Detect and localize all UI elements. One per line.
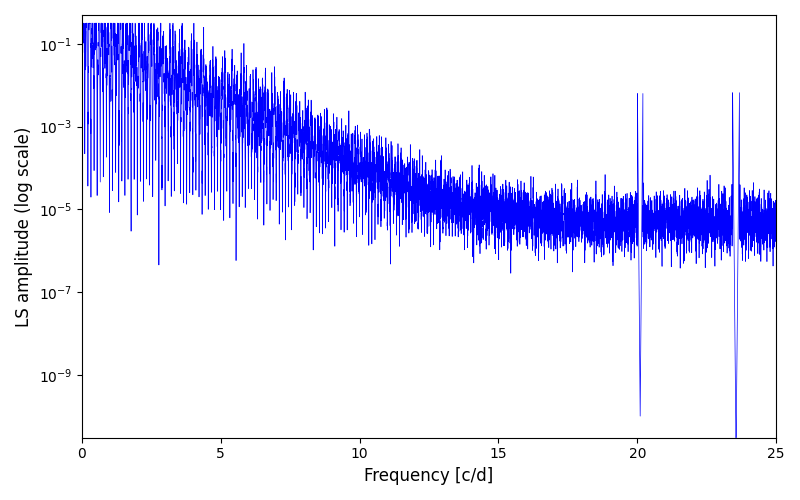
X-axis label: Frequency [c/d]: Frequency [c/d] xyxy=(364,467,494,485)
Y-axis label: LS amplitude (log scale): LS amplitude (log scale) xyxy=(15,126,33,326)
